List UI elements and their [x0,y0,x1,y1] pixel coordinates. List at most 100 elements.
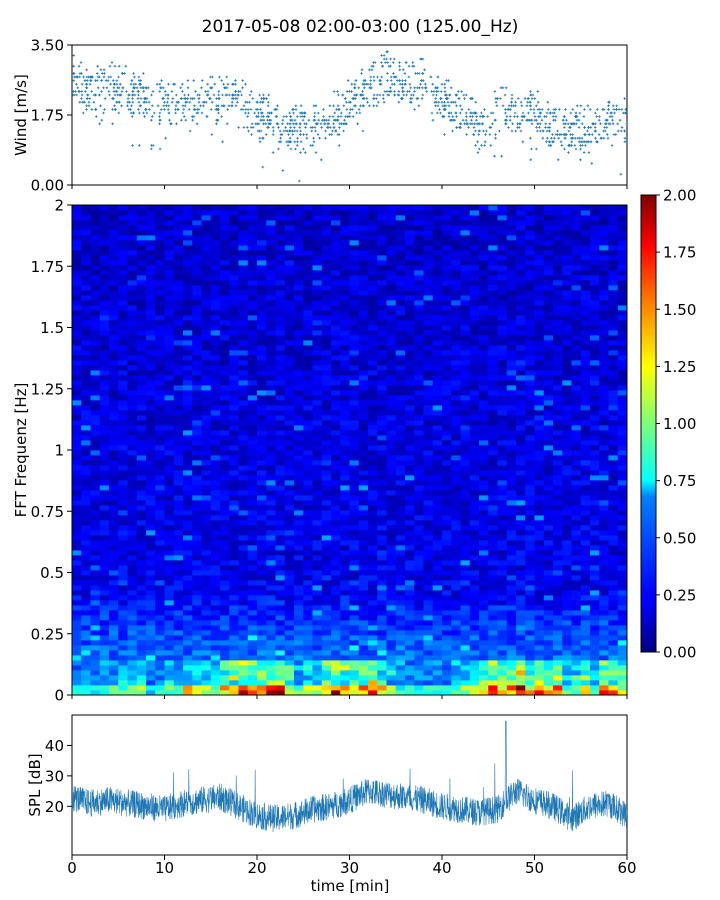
spectrogram-cell [386,535,397,541]
spectrogram-cell [294,550,304,556]
spectrogram-cell [303,620,313,626]
spectrogram-cell [525,485,535,491]
spectrogram-cell [247,470,258,476]
spectrogram-cell [432,490,443,496]
spectrogram-cell [118,405,128,411]
spectrogram-cell [405,655,415,661]
wind-point [235,97,239,100]
wind-point [549,111,552,115]
spectrogram-cell [294,645,304,651]
spectrogram-cell [395,545,406,551]
spectrogram-cell [580,665,591,671]
spectrogram-cell [386,490,397,496]
spectrogram-cell [405,515,415,521]
wind-point [215,118,219,122]
spectrogram-cell [155,400,165,406]
spectrogram-cell [118,410,128,416]
spectrogram-cell [257,525,267,531]
spectrogram-cell [358,690,369,696]
spectrogram-cell [580,495,591,501]
wind-point [320,158,323,162]
spectrogram-cell [90,495,101,501]
spectrogram-cell [442,465,452,471]
spectrogram-cell [451,625,461,631]
spectrogram-cell [257,615,267,621]
spectrogram-cell [90,665,101,671]
wind-point [498,129,501,133]
wind-point [151,115,154,118]
spectrogram-cell [497,530,508,536]
spectrogram-cell [201,670,212,676]
wind-point [307,118,311,122]
spectrogram-cell [136,615,147,621]
wind-point [321,118,324,122]
spectrogram-cell [294,545,304,551]
spectrogram-cell [516,550,526,556]
spectrogram-cell [164,585,175,591]
spectrogram-cell [238,480,249,486]
wind-point [103,72,106,75]
spectrogram-cell [543,445,554,451]
spectrogram-cell [99,480,110,486]
spectrogram-cell [423,400,434,406]
wind-point [386,72,389,75]
spectrogram-cell [479,590,489,596]
spectrogram-cell [118,625,128,631]
wind-point [162,104,166,108]
spectrogram-cell [173,690,184,696]
wind-point [172,82,175,86]
wind-point [436,75,440,79]
wind-point [507,126,510,129]
spectrogram-cell [90,595,101,601]
spectrogram-cell [525,600,535,606]
wind-point [274,115,278,118]
spectrogram-cell [377,605,387,611]
spectrogram-cell [414,685,424,691]
spectrogram-cell [405,615,415,621]
spectrogram-cell [331,545,341,551]
spectrogram-cell [136,575,147,581]
spectrogram-cell [109,675,119,681]
spectrogram-cell [192,600,202,606]
spectrogram-cell [164,485,175,491]
spectrogram-cell [497,475,508,481]
spectrogram-cell [423,455,434,461]
spectrogram-cell [599,450,609,456]
spectrogram-cell [414,430,424,436]
spectrogram-cell [164,480,175,486]
spectrogram-cell [488,590,498,596]
spectrogram-cell [303,565,313,571]
spectrogram-cell [414,505,424,511]
spectrogram-cell [571,555,582,561]
spectrogram-cell [386,495,397,501]
spectrogram-cell [617,615,628,621]
spectrogram-cell [321,560,332,566]
spectrogram-cell [340,565,350,571]
spectrogram-cell [368,450,378,456]
spectrogram-cell [303,415,313,421]
spectrogram-cell [229,485,239,491]
spectrogram-cell [358,650,369,656]
spectrogram-cell [590,640,600,646]
wind-point [556,158,560,162]
spectrogram-cell [340,465,350,471]
wind-point [337,144,341,147]
wind-point [595,115,598,118]
spectrogram-cell [432,535,443,541]
spectrogram-cell [321,415,332,421]
spectrogram-cell [405,685,415,691]
wind-point [163,108,166,111]
wind-point [484,133,487,136]
wind-point [89,79,93,82]
spectrogram-cell [284,630,295,636]
spectrogram-cell [617,575,628,581]
spectrogram-cell [321,605,332,611]
spectrogram-cell [432,480,443,486]
spectrogram-cell [284,500,295,506]
spectrogram-cell [220,455,230,461]
wind-point [460,90,463,93]
spectrogram-cell [580,675,591,681]
wind-point [401,79,404,82]
spectrogram-cell [257,635,267,641]
spectrogram-cell [284,460,295,466]
